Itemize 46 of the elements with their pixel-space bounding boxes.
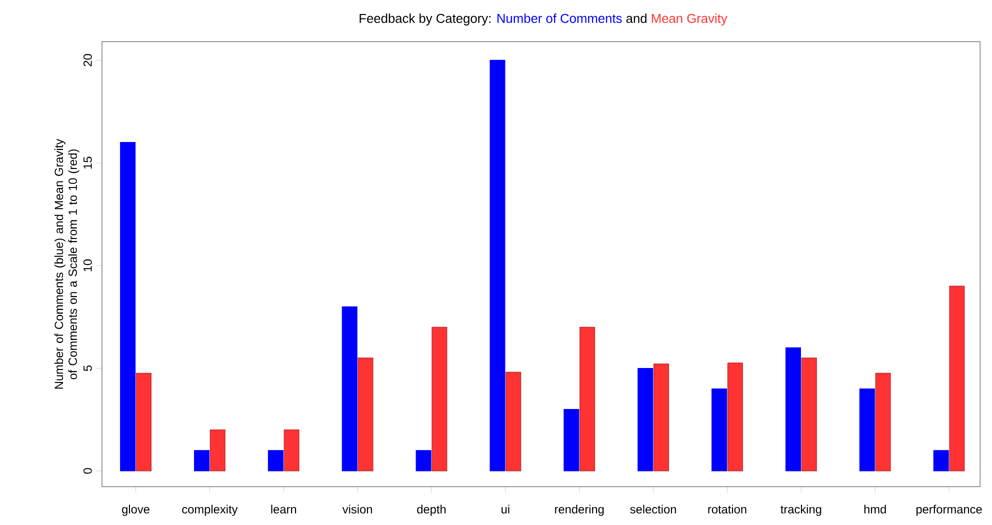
x-tick-label: performance bbox=[916, 504, 982, 516]
x-tick-label: glove bbox=[122, 504, 150, 516]
x-tick-label: ui bbox=[502, 504, 510, 514]
bar bbox=[284, 429, 300, 471]
x-tick-label: rendering bbox=[555, 504, 604, 516]
text: Number of Comments bbox=[497, 13, 622, 23]
x-tick-label: depth bbox=[417, 504, 446, 516]
bar bbox=[432, 326, 448, 471]
x-tick-label: tracking bbox=[780, 504, 822, 516]
bar bbox=[506, 372, 522, 471]
y-axis-title: Number of Comments (blue) and Mean Gravity of Comments on a Scale from 1 to 10 (red) bbox=[54, 138, 80, 388]
bar bbox=[120, 142, 136, 471]
text: and bbox=[626, 13, 646, 23]
bar bbox=[416, 450, 432, 471]
x-tick-label: vision bbox=[342, 504, 372, 514]
y-tick-label: 5 bbox=[84, 365, 92, 371]
bar bbox=[580, 326, 596, 471]
y-tick-label: 15 bbox=[84, 156, 92, 168]
bar bbox=[490, 60, 506, 471]
x-tick-label: complexity bbox=[182, 504, 238, 516]
y-tick-label: 20 bbox=[83, 54, 92, 66]
bar bbox=[801, 357, 817, 471]
y-tick-label: 0 bbox=[83, 468, 92, 474]
x-tick-label: selection bbox=[630, 504, 676, 514]
bar bbox=[564, 408, 580, 471]
text: Mean Gravity bbox=[652, 13, 728, 26]
bar bbox=[949, 286, 965, 471]
bar bbox=[785, 347, 801, 471]
y-tick-label: 10 bbox=[83, 259, 92, 272]
bar bbox=[210, 429, 226, 471]
x-tick-label: learn bbox=[271, 504, 296, 514]
bar bbox=[859, 388, 875, 471]
bar bbox=[342, 306, 358, 471]
x-tick-label: rotation bbox=[708, 504, 746, 514]
bar bbox=[268, 450, 284, 471]
bar bbox=[358, 357, 374, 471]
bar bbox=[727, 362, 743, 471]
x-tick-label: hmd bbox=[864, 504, 886, 514]
bar bbox=[653, 363, 669, 471]
bar bbox=[933, 450, 949, 471]
bar bbox=[712, 388, 728, 471]
bar bbox=[875, 372, 891, 471]
bar bbox=[136, 372, 152, 471]
chart-title: Feedback by Category: bbox=[360, 13, 490, 26]
bar bbox=[194, 450, 210, 471]
bar bbox=[638, 368, 654, 471]
